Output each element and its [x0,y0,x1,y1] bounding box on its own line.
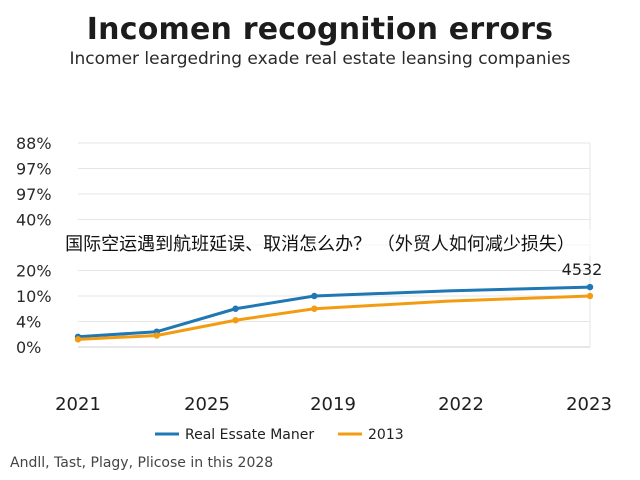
y-tick-label: 4% [16,313,41,332]
legend-label: 2013 [368,427,404,443]
x-tick-label: 2021 [55,394,101,415]
data-point [586,292,594,300]
series-line [77,285,591,339]
chart-footer: Andll, Tast, Plagy, Plicose in this 2028 [10,455,274,471]
y-tick-label: 20% [16,262,52,281]
data-point [232,317,239,324]
y-tick-label: 10% [16,287,52,306]
y-tick-label: 88% [16,134,52,153]
data-label: 4532 [562,260,603,279]
data-point [311,292,318,300]
data-point [311,305,318,312]
x-tick-label: 2022 [438,394,484,415]
y-tick-label: 0% [16,338,41,357]
x-tick-label: 2023 [566,394,612,415]
legend-label: Real Essate Maner [185,427,314,443]
chart-title: Incomen recognition errors [86,12,554,47]
series-line [77,294,591,341]
overlay-caption: 国际空运遇到航班延误、取消怎么办？ （外贸人如何减少损失） [0,230,640,256]
chart-subtitle: Incomer leargedring exade real estate le… [69,49,571,69]
y-tick-label: 97% [16,185,52,204]
data-point [586,283,594,291]
data-point [74,336,82,343]
data-point [232,305,239,312]
x-tick-label: 2019 [310,394,356,415]
y-tick-label: 97% [16,160,52,179]
y-tick-label: 40% [16,211,52,230]
x-tick-label: 2025 [184,394,230,415]
data-point [153,332,160,339]
